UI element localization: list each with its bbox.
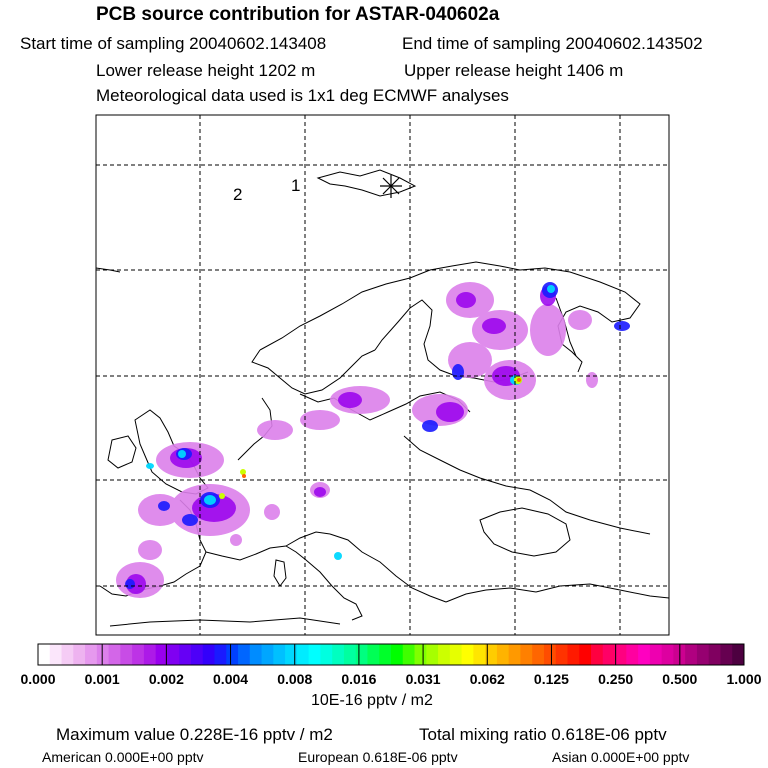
colorbar-cell [661, 644, 674, 665]
colorbar-cell [190, 644, 204, 665]
colorbar-cell [614, 644, 627, 665]
colorbar-cell [238, 644, 251, 665]
colorbar-cell [591, 644, 604, 665]
colorbar-cell [367, 644, 380, 665]
colorbar-cell [626, 644, 639, 665]
european-label: European 0.618E-06 pptv [298, 749, 458, 765]
colorbar-cell [49, 644, 63, 665]
colorbar-cell [449, 644, 463, 665]
colorbar-cell [273, 644, 286, 665]
colorbar-cell [296, 644, 310, 665]
colorbar-cell [355, 644, 368, 665]
colorbar-cell [461, 644, 474, 665]
colorbar-cell [249, 644, 263, 665]
lat-lon-grid [96, 115, 669, 635]
colorbar-cell [132, 644, 145, 665]
colorbar-tick-label: 0.002 [149, 671, 184, 687]
colorbar-cell [402, 644, 416, 665]
colorbar-cell [496, 644, 510, 665]
colorbar-tick-label: 0.125 [534, 671, 569, 687]
colorbar-cell [379, 644, 392, 665]
colorbar-cell [61, 644, 74, 665]
upper-height-label: Upper release height 1406 m [404, 61, 624, 80]
colorbar-cell [414, 644, 427, 665]
colorbar-cell [532, 644, 545, 665]
colorbar-cell [473, 644, 486, 665]
colorbar: 0.000 0.001 0.002 0.004 0.008 0.016 0.031 0.062… [20, 643, 762, 687]
colorbar-tick-label: 0.016 [341, 671, 376, 687]
colorbar-cell [120, 644, 133, 665]
colorbar-cell [155, 644, 168, 665]
map-frame [95, 114, 670, 636]
colorbar-cell [214, 644, 227, 665]
colorbar-cell [332, 644, 345, 665]
colorbar-cell [320, 644, 333, 665]
colorbar-cell [543, 644, 557, 665]
colorbar-cell [426, 644, 439, 665]
colorbar-cell [143, 644, 157, 665]
colorbar-cell [708, 644, 721, 665]
concentration-field [116, 282, 630, 598]
colorbar-cell [649, 644, 663, 665]
met-data-label: Meteorological data used is 1x1 deg ECMW… [96, 86, 509, 105]
asian-label: Asian 0.000E+00 pptv [552, 749, 690, 765]
colorbar-tick-label: 0.062 [470, 671, 505, 687]
colorbar-cell [73, 644, 86, 665]
max-value-label: Maximum value 0.228E-16 pptv / m2 [56, 725, 333, 744]
colorbar-cell [343, 644, 357, 665]
colorbar-cell [567, 644, 580, 665]
colorbar-units: 10E-16 pptv / m2 [311, 692, 433, 709]
colorbar-cell [555, 644, 568, 665]
coastlines [96, 169, 669, 627]
colorbar-ticks: 0.000 0.001 0.002 0.004 0.008 0.016 0.031 0.062… [20, 644, 762, 687]
lower-height-label: Lower release height 1202 m [96, 61, 316, 80]
colorbar-tick-label: 0.031 [406, 671, 441, 687]
total-mixing-label: Total mixing ratio 0.618E-06 pptv [419, 725, 667, 744]
colorbar-cell [485, 644, 498, 665]
colorbar-cell [167, 644, 180, 665]
end-time-label: End time of sampling 20040602.143502 [402, 34, 703, 53]
colorbar-cell [308, 644, 321, 665]
colorbar-cell [226, 644, 239, 665]
colorbar-cell [685, 644, 698, 665]
colorbar-cell [108, 644, 121, 665]
colorbar-cell [285, 644, 298, 665]
colorbar-tick-label: 0.004 [213, 671, 248, 687]
american-label: American 0.000E+00 pptv [42, 749, 204, 765]
colorbar-cell [179, 644, 192, 665]
colorbar-tick-label: 0.500 [662, 671, 697, 687]
colorbar-tick-label: 0.008 [277, 671, 312, 687]
colorbar-cell [638, 644, 651, 665]
colorbar-tick-label: 0.250 [598, 671, 633, 687]
colorbar-cell [202, 644, 215, 665]
colorbar-cell [602, 644, 616, 665]
colorbar-cell [720, 644, 733, 665]
star-cross-icon [380, 175, 402, 198]
colorbar-tick-label: 0.001 [85, 671, 120, 687]
colorbar-cells [38, 644, 745, 665]
colorbar-cell [261, 644, 274, 665]
colorbar-cell [391, 644, 404, 665]
colorbar-cell [508, 644, 521, 665]
colorbar-tick-label: 1.000 [726, 671, 761, 687]
colorbar-cell [438, 644, 451, 665]
start-time-label: Start time of sampling 20040602.143408 [20, 34, 327, 53]
marker-label-1: 1 [291, 176, 300, 195]
colorbar-cell [38, 644, 51, 665]
plot-title: PCB source contribution for ASTAR-040602… [96, 4, 500, 25]
colorbar-tick-label: 0.000 [20, 671, 55, 687]
colorbar-cell [732, 644, 745, 665]
colorbar-cell [579, 644, 592, 665]
colorbar-cell [96, 644, 110, 665]
colorbar-cell [520, 644, 533, 665]
colorbar-cell [85, 644, 98, 665]
marker-label-2: 2 [233, 185, 242, 204]
colorbar-cell [696, 644, 710, 665]
